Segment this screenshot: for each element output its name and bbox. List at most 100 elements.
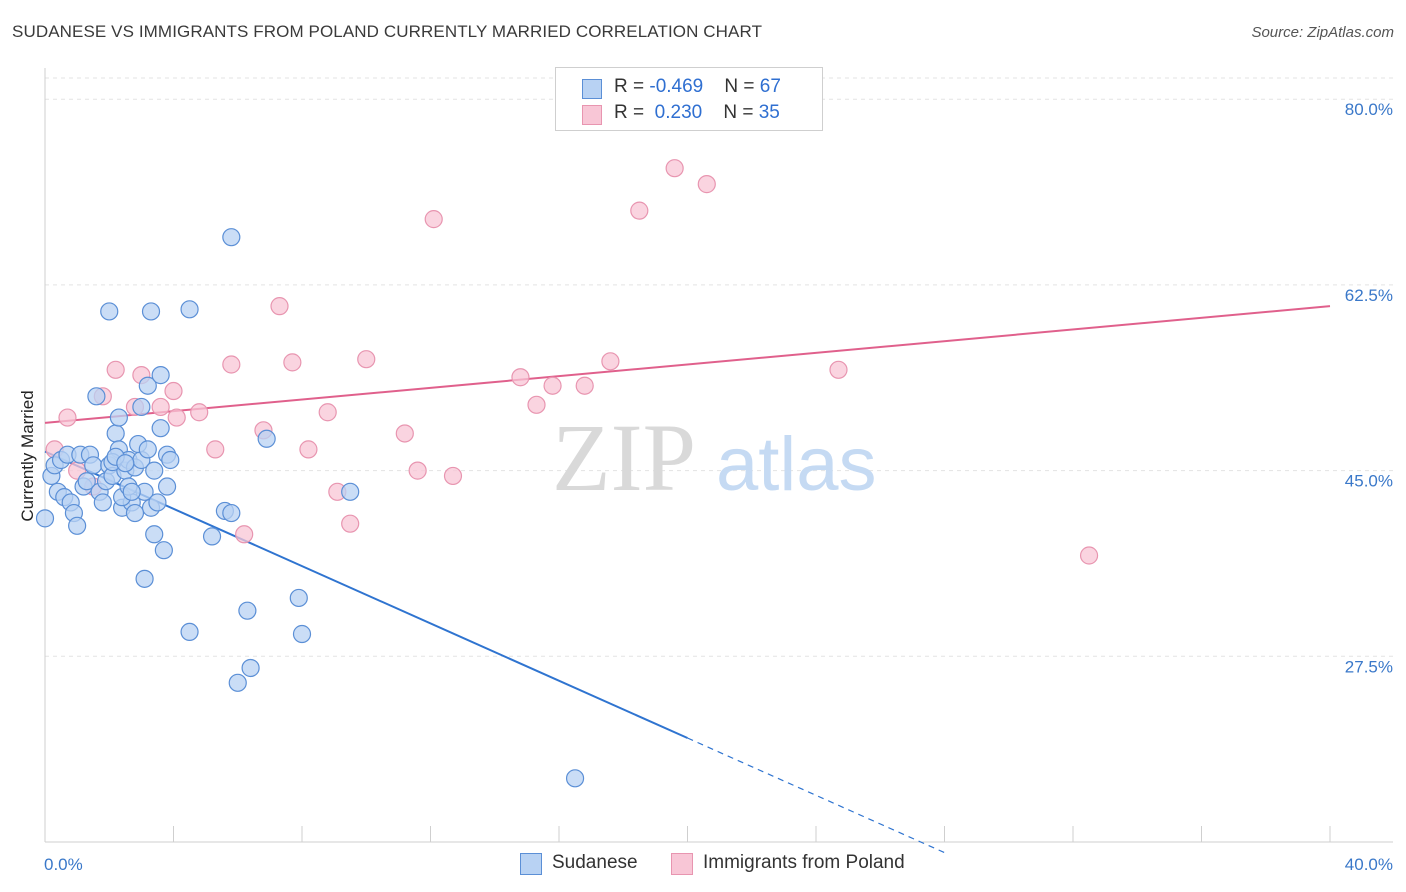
poland-swatch [582,105,602,125]
poland-point [299,440,318,459]
sudanese-swatch [520,853,542,875]
sudanese-point [125,503,145,523]
x-tick-label: 40.0% [1345,855,1393,874]
watermark: ZIP atlas [552,404,877,511]
sudanese-point [87,387,106,406]
poland-point [190,403,209,422]
sudanese-point [35,509,55,528]
chart-title: SUDANESE VS IMMIGRANTS FROM POLAND CURRE… [12,22,763,41]
bottom-legend-label: Sudanese [552,852,638,873]
legend-r-label: R = [614,102,650,123]
sudanese-point [122,482,141,501]
sudanese-point [228,673,247,692]
poland-point [697,175,716,194]
poland-point [222,355,241,374]
poland-point [206,440,225,459]
poland-point [235,525,254,544]
legend: R = -0.469 N = 67 R = 0.230 N = 35 [555,67,823,131]
poland-point [543,376,562,395]
poland-point [511,368,530,387]
source-label: Source: ZipAtlas.com [1251,24,1394,41]
poland-point [151,397,170,417]
sudanese-point [84,456,103,475]
y-tick-label: 27.5% [1345,657,1393,676]
sudanese-point [565,769,585,788]
poland-point [167,408,186,427]
legend-r-value: -0.469 [649,76,704,97]
y-tick-label: 45.0% [1345,472,1393,491]
poland-point [164,381,183,401]
sudanese-point [202,527,222,546]
y-tick-label: 62.5% [1345,286,1393,305]
legend-n-value: 67 [759,76,781,97]
y-tick-label: 80.0% [1345,100,1393,119]
poland-trend-line [44,305,1331,424]
sudanese-point [180,622,199,642]
sudanese-point [77,472,96,491]
axes [44,68,1393,843]
poland-point [395,424,414,443]
grid-lines [45,77,1393,657]
poland-point [357,350,376,369]
sudanese-point [154,541,173,560]
poland-swatch [671,853,693,875]
sudanese-point [135,569,154,588]
sudanese-point [292,624,312,644]
poland-point [318,403,337,422]
sudanese-point [341,482,360,501]
sudanese-point [289,588,308,608]
poland-point [829,360,848,379]
legend-n-label: N = [724,76,760,97]
bottom-legend-label: Immigrants from Poland [703,852,905,873]
poland-point [575,376,594,395]
sudanese-point [222,503,241,523]
x-tick-label: 0.0% [44,855,83,874]
tick-labels: 80.0% 62.5% 45.0% 27.5% 0.0% 40.0% [44,100,1393,874]
sudanese-point [145,461,164,480]
poland-point [106,360,125,379]
sudanese-point [138,376,157,395]
poland-point [443,466,463,486]
poland-point [424,210,443,229]
legend-n-label: N = [723,102,759,123]
sudanese-point [222,228,241,247]
sudanese-point [138,440,157,459]
poland-point [1079,546,1099,565]
sudanese-point [180,300,199,319]
sudanese-point [109,408,128,427]
sudanese-point [157,477,177,496]
watermark-zip: ZIP [552,404,696,511]
sudanese-point [151,419,170,438]
sudanese-point [148,493,167,512]
legend-n-value: 35 [758,102,780,123]
legend-r-label: R = [614,76,650,97]
sudanese-point [257,429,276,448]
poland-point [270,297,289,316]
sudanese-point [151,366,170,385]
poland-point [527,395,546,414]
trend-lines [44,305,1331,854]
sudanese-point [132,397,151,417]
poland-point [283,353,302,372]
sudanese-point [106,424,125,443]
sudanese-point [100,302,119,321]
sudanese-point [116,454,135,473]
sudanese-point [241,658,260,678]
sudanese-point [93,493,112,512]
poland-point [630,201,649,220]
poland-point [665,159,684,178]
poland-point [408,461,427,480]
data-points [35,159,1099,788]
sudanese-point [145,525,164,544]
sudanese-point [161,450,180,470]
y-axis-label: Currently Married [18,390,37,521]
sudanese-swatch [582,79,602,99]
poland-point [341,514,360,533]
legend-r-value: 0.230 [649,102,703,123]
sudanese-trend-extension [687,737,945,854]
poland-point [601,352,620,371]
watermark-atlas: atlas [716,422,877,507]
poland-point [58,408,77,427]
sudanese-point [68,516,87,535]
